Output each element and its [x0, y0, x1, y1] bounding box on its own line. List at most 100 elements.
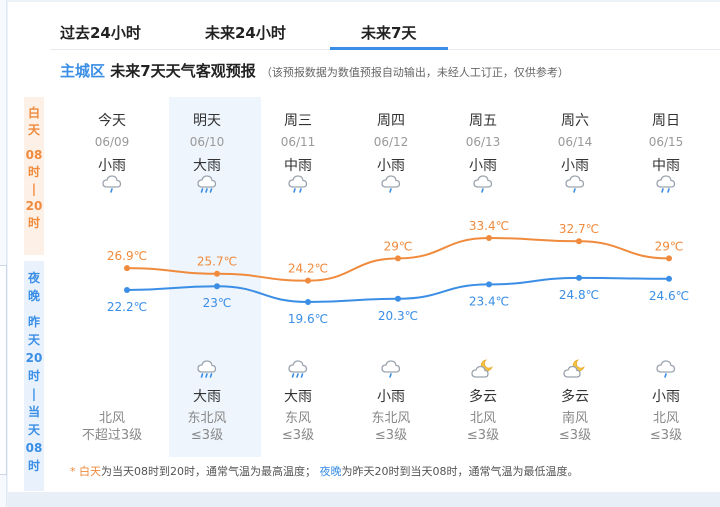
day-weather-text: 小雨: [98, 158, 126, 174]
area-name: 主城区: [60, 62, 106, 80]
heavy-rain-icon: [287, 360, 309, 383]
day-weather-icon-slot: [66, 174, 158, 198]
left-edge-strip: [0, 0, 7, 507]
footnote-night-text: 为昨天20时到当天08时，通常气温为最低温度。: [341, 465, 579, 478]
night-weather-text: 多云: [469, 389, 497, 405]
page-title: 主城区 未来7天天气客观预报 （该预报数据为数值预报自动输出，未经人工订正，仅供…: [60, 60, 569, 81]
wind-info: 北风 ≤3级: [620, 410, 712, 444]
night-band-char: 08: [25, 441, 43, 455]
light-rain-icon: [564, 175, 586, 198]
night-band-char: 夜: [27, 271, 40, 285]
moderate-rain-icon: [287, 175, 309, 198]
day-weather-text: 小雨: [561, 158, 589, 174]
night-band-char: 天: [27, 333, 40, 347]
wind-level: ≤3级: [374, 428, 408, 443]
day-name: 明天: [193, 113, 221, 129]
day-weather-text: 中雨: [652, 158, 680, 174]
light-rain-icon: [380, 360, 402, 383]
wind-level: ≤3级: [190, 428, 224, 443]
night-weather-icon-slot: [529, 359, 621, 383]
night-weather-icon-slot: [252, 359, 344, 383]
wind-direction: 东北风: [371, 411, 411, 426]
wind-direction: 北风: [98, 411, 125, 426]
wind-direction: 南风: [561, 411, 588, 426]
day-date: 06/12: [373, 135, 409, 149]
night-band-char: 当: [27, 405, 40, 419]
night-band-char: |: [31, 387, 37, 401]
night-band-char: [24, 305, 44, 313]
footnote-star: *: [70, 465, 76, 478]
wind-level: ≤3级: [281, 428, 315, 443]
wind-info: 东风 ≤3级: [252, 410, 344, 444]
footnote-day-text: 为当天08时到20时，通常气温为最高温度；: [101, 465, 316, 478]
heavy-rain-icon: [196, 360, 218, 383]
moderate-rain-icon: [655, 175, 677, 198]
left-edge-marker: [0, 265, 7, 475]
wind-info: 东北风 ≤3级: [345, 410, 437, 444]
day-date: 06/15: [648, 135, 684, 149]
day-band-char: 天: [27, 123, 40, 137]
forecast-card: 过去24小时 未来24小时 未来7天 主城区 未来7天天气客观预报 （该预报数据…: [8, 2, 720, 492]
night-band-char: 时: [27, 459, 40, 473]
light-rain-icon: [101, 175, 123, 198]
forecast-title: 未来7天天气客观预报: [110, 62, 256, 80]
partly-cloudy-night-icon: [471, 359, 495, 385]
night-weather-text: 大雨: [284, 389, 312, 405]
footnote-night-term: 夜晚: [319, 465, 342, 478]
day-weather-text: 小雨: [377, 158, 405, 174]
wind-direction: 东风: [284, 411, 311, 426]
wind-info: 东北风 ≤3级: [161, 410, 253, 444]
day-band-char: 时: [27, 216, 40, 230]
night-weather-text: 小雨: [377, 389, 405, 405]
heavy-rain-icon: [196, 175, 218, 198]
footnote-day-term: 白天: [79, 465, 101, 478]
day-weather-icon-slot: [252, 174, 344, 198]
light-rain-icon: [472, 175, 494, 198]
tab-next-7d[interactable]: 未来7天: [361, 24, 417, 42]
day-name: 周六: [561, 113, 589, 129]
night-band-char: 20: [25, 351, 43, 365]
light-rain-icon: [380, 175, 402, 198]
wind-level: 不超过3级: [81, 428, 143, 443]
day-name: 今天: [98, 113, 126, 129]
day-band-char: 20: [25, 199, 43, 213]
night-weather-icon-slot: [620, 359, 712, 383]
night-band-char: 晚: [27, 289, 40, 303]
day-band-char: 08: [25, 148, 43, 162]
tab-active-underline: [330, 47, 448, 50]
day-band-char: [24, 139, 44, 147]
day-name: 周三: [284, 113, 312, 129]
bottom-bar: [8, 492, 720, 507]
tab-past-24h[interactable]: 过去24小时: [60, 24, 141, 42]
wind-direction: 北风: [652, 411, 679, 426]
night-weather-text: 大雨: [193, 389, 221, 405]
day-weather-icon-slot: [161, 174, 253, 198]
day-date: 06/10: [189, 135, 225, 149]
night-weather-icon-slot: [345, 359, 437, 383]
wind-info: 北风 ≤3级: [437, 410, 529, 444]
wind-level: ≤3级: [466, 428, 500, 443]
night-weather-icon-slot: [437, 359, 529, 383]
day-name: 周四: [377, 113, 405, 129]
day-name: 周日: [652, 113, 680, 129]
day-weather-icon-slot: [345, 174, 437, 198]
night-band-char: 天: [27, 423, 40, 437]
day-weather-text: 小雨: [469, 158, 497, 174]
tab-bar: 过去24小时 未来24小时 未来7天: [50, 10, 720, 50]
night-band-char: 时: [27, 369, 40, 383]
day-weather-text: 大雨: [193, 158, 221, 174]
day-date: 06/11: [280, 135, 316, 149]
night-weather-text: 小雨: [652, 389, 680, 405]
wind-info: 南风 ≤3级: [529, 410, 621, 444]
day-date: 06/14: [557, 135, 593, 149]
footnote: * 白天为当天08时到20时，通常气温为最高温度； 夜晚为昨天20时到当天08时…: [70, 463, 579, 479]
night-band-label: 夜晚昨天 20 时 | 当天 08 时: [24, 261, 44, 491]
daytime-band-label: 白天 08 时 | 20 时: [24, 97, 44, 255]
day-weather-text: 中雨: [284, 158, 312, 174]
wind-level: ≤3级: [649, 428, 683, 443]
tab-next-24h[interactable]: 未来24小时: [205, 24, 286, 42]
night-weather-icon-slot: [161, 359, 253, 383]
wind-direction: 东北风: [187, 411, 227, 426]
day-band-char: |: [31, 182, 37, 196]
day-weather-icon-slot: [529, 174, 621, 198]
